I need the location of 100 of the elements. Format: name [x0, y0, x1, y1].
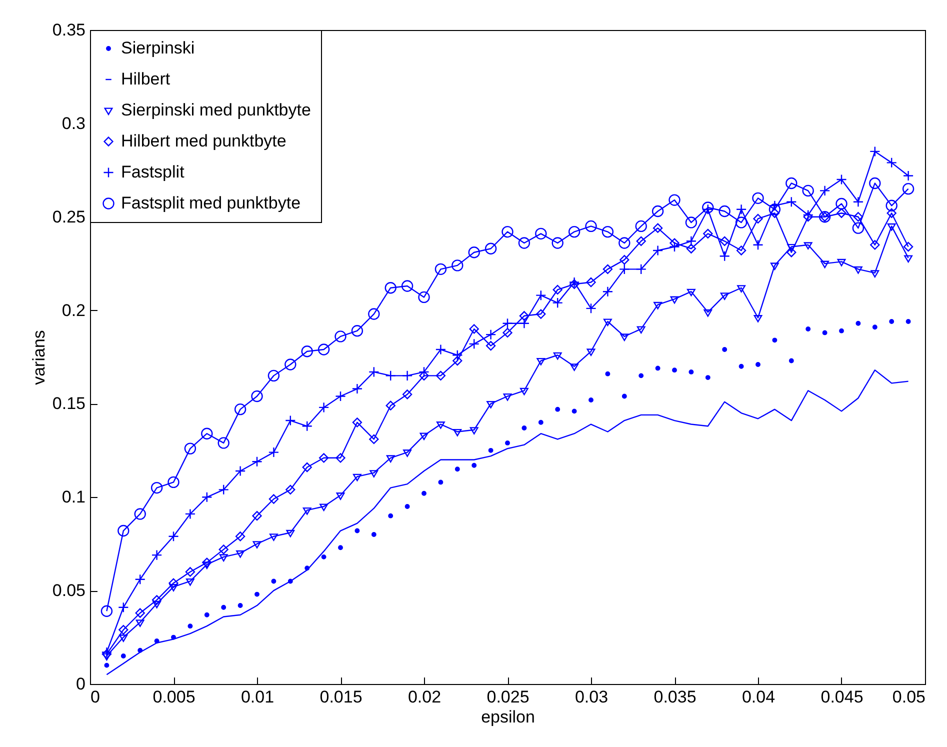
- point: [672, 368, 677, 373]
- point: [569, 279, 580, 289]
- point: [286, 530, 295, 538]
- point: [219, 554, 228, 562]
- point: [853, 212, 864, 222]
- point: [553, 352, 562, 360]
- point: [588, 398, 594, 402]
- point: [184, 442, 196, 454]
- point: [452, 356, 462, 366]
- point: [221, 604, 226, 610]
- point: [102, 649, 112, 659]
- point: [268, 370, 280, 382]
- point: [602, 226, 614, 238]
- point: [753, 214, 763, 224]
- point: [204, 612, 210, 618]
- point: [704, 309, 712, 317]
- point: [438, 480, 444, 485]
- point: [168, 578, 178, 588]
- point: [472, 462, 477, 468]
- point: [903, 242, 914, 252]
- point: [368, 308, 380, 320]
- point: [552, 284, 562, 295]
- point: [836, 174, 847, 185]
- point: [555, 406, 560, 412]
- point: [906, 319, 911, 324]
- point: [419, 370, 429, 381]
- point: [254, 592, 260, 597]
- point: [735, 216, 748, 228]
- point: [454, 466, 460, 472]
- point: [338, 545, 343, 550]
- point: [269, 534, 278, 541]
- point: [235, 532, 246, 542]
- point: [803, 212, 813, 222]
- point: [702, 202, 714, 214]
- point: [836, 208, 846, 218]
- point: [119, 634, 128, 642]
- point: [654, 302, 662, 310]
- y-tick-label: 0.25: [52, 207, 86, 226]
- point: [602, 264, 613, 274]
- point: [152, 600, 162, 608]
- point: [856, 320, 861, 326]
- point: [238, 603, 243, 608]
- point: [268, 494, 279, 504]
- point: [503, 393, 512, 401]
- point: [538, 420, 544, 425]
- point: [169, 584, 178, 592]
- point: [887, 223, 896, 231]
- point: [302, 462, 312, 472]
- point: [870, 270, 880, 278]
- point: [505, 440, 510, 446]
- point: [772, 338, 778, 343]
- point: [636, 326, 646, 334]
- point: [636, 236, 646, 246]
- legend-label: Fastsplit: [121, 162, 185, 182]
- y-tick-label: 0: [76, 674, 86, 694]
- point: [420, 432, 428, 440]
- point: [904, 255, 913, 263]
- point: [102, 653, 111, 661]
- point: [804, 242, 812, 250]
- x-tick-label: 0.04: [742, 688, 776, 706]
- point: [334, 330, 346, 342]
- point: [320, 504, 328, 512]
- point: [351, 325, 364, 337]
- point: [386, 400, 396, 410]
- point: [688, 369, 694, 374]
- point: [488, 448, 494, 453]
- point: [286, 484, 296, 494]
- legend-label: Sierpinski: [121, 38, 195, 58]
- point: [520, 388, 528, 396]
- point: [302, 507, 312, 515]
- line-series: [106, 369, 909, 676]
- point: [854, 266, 862, 274]
- point: [572, 408, 577, 414]
- point: [638, 373, 644, 378]
- point: [722, 347, 728, 352]
- point: [352, 474, 362, 482]
- point: [469, 324, 479, 334]
- point: [386, 455, 395, 462]
- point: [886, 200, 898, 212]
- point: [902, 182, 914, 195]
- legend-label: Hilbert med punktbyte: [121, 132, 286, 150]
- y-tick-label: 0.3: [62, 114, 86, 133]
- point: [786, 177, 798, 190]
- x-tick-label: 0.01: [240, 688, 274, 706]
- point: [836, 198, 848, 210]
- point: [251, 390, 263, 402]
- point: [252, 541, 262, 548]
- point: [202, 558, 212, 568]
- point: [668, 194, 680, 206]
- point: [770, 262, 779, 270]
- point: [218, 437, 230, 449]
- point: [168, 476, 180, 488]
- point: [486, 400, 496, 408]
- point: [720, 236, 730, 246]
- point: [737, 285, 746, 292]
- point: [404, 504, 410, 509]
- point: [502, 226, 514, 238]
- point: [586, 348, 596, 356]
- y-tick-label: 0.2: [62, 300, 86, 320]
- point: [403, 450, 412, 457]
